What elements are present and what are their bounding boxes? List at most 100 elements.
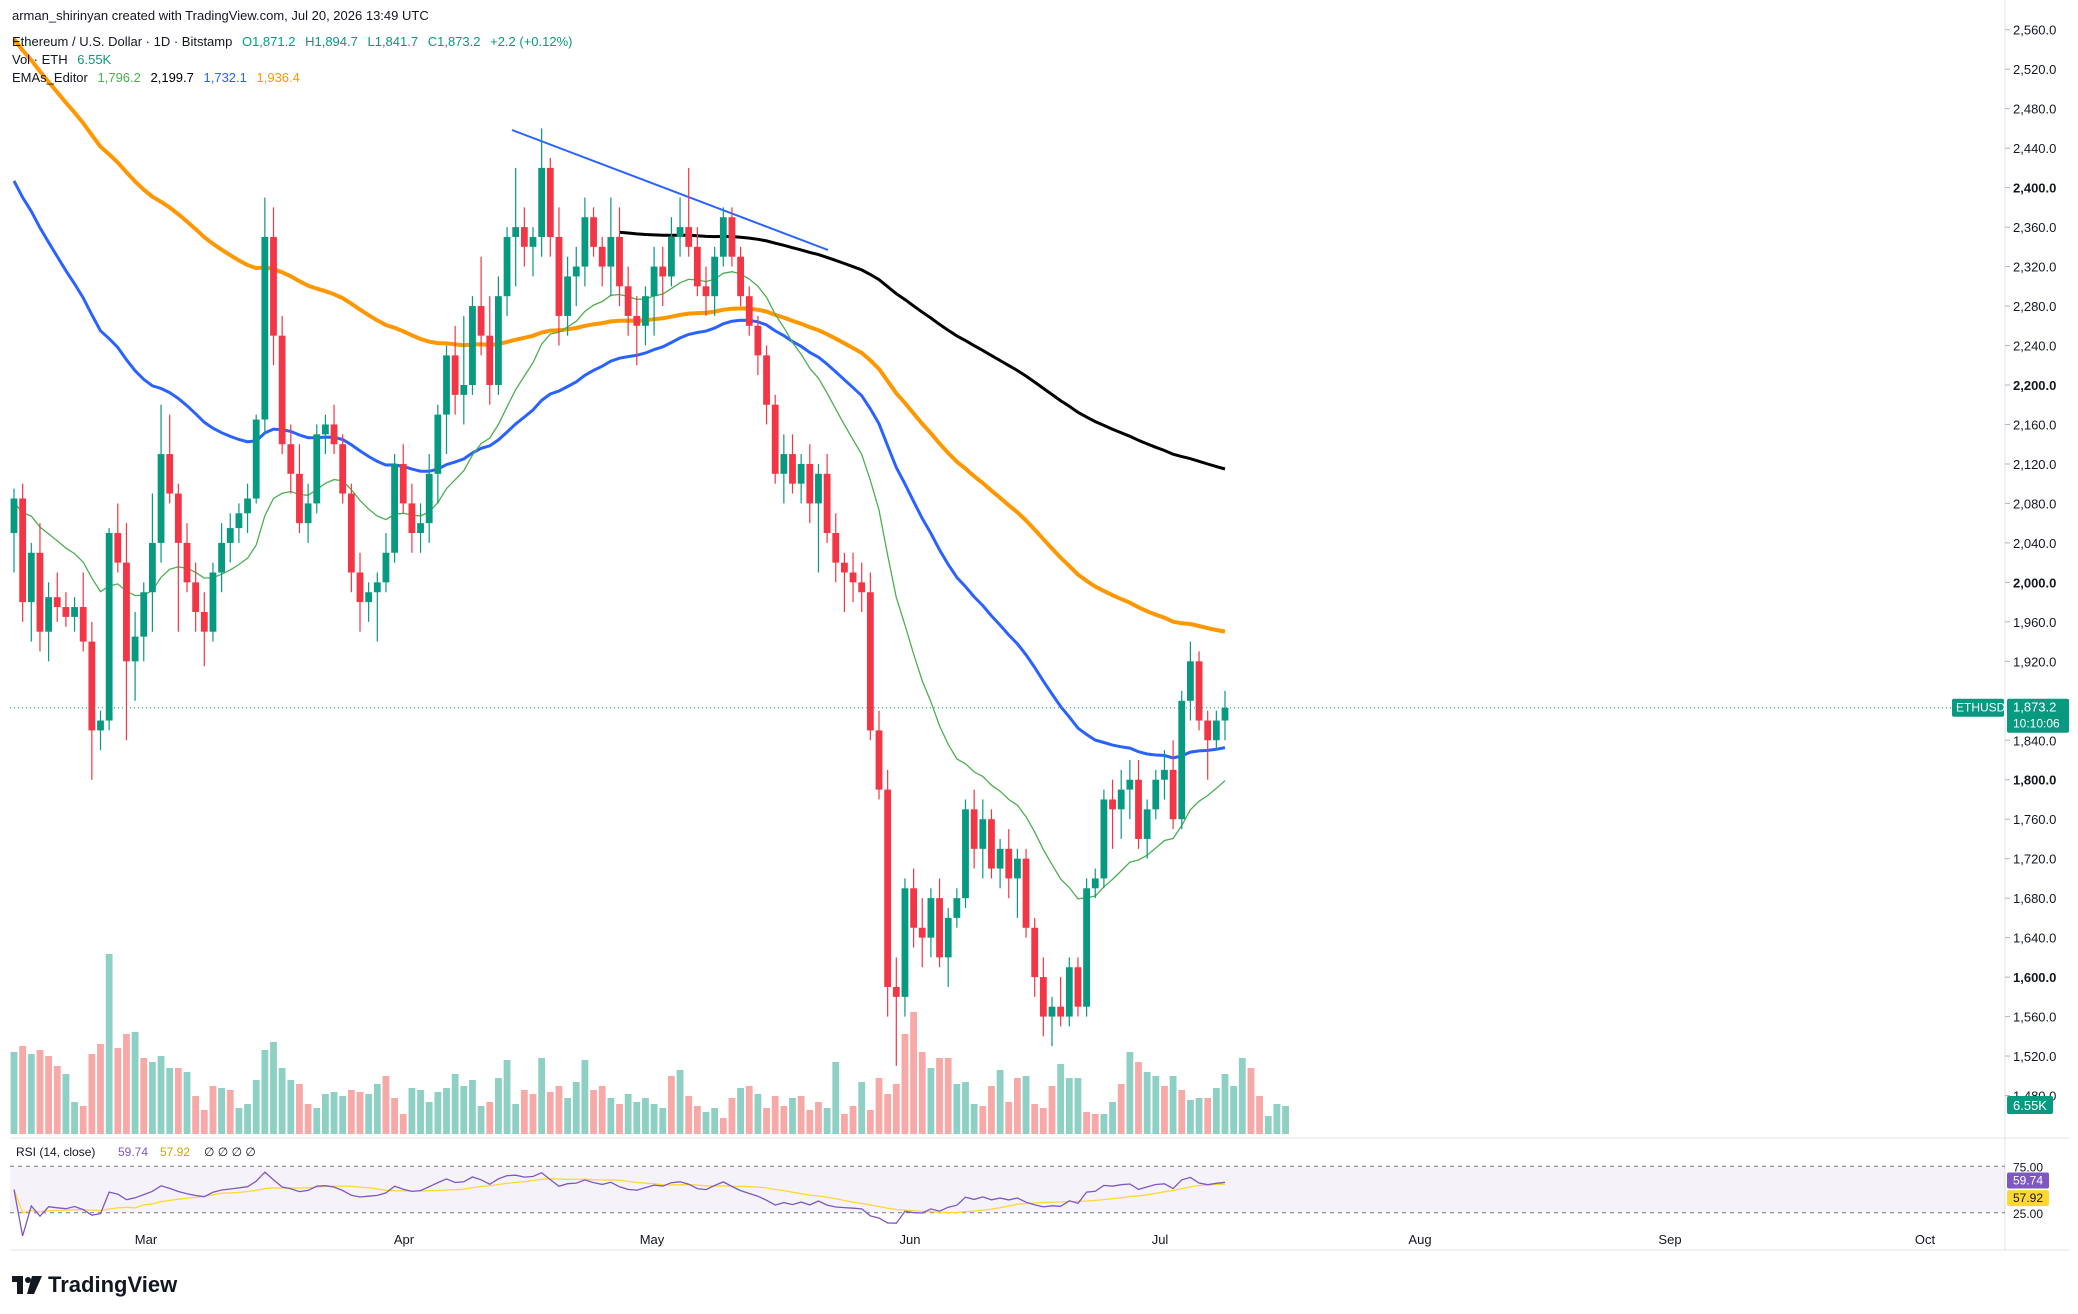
volume-bar bbox=[806, 1110, 814, 1134]
candle-body bbox=[1048, 1006, 1056, 1017]
candle-body bbox=[235, 513, 243, 529]
candle-body bbox=[1117, 789, 1125, 810]
volume-bar bbox=[927, 1068, 935, 1134]
volume-bar bbox=[581, 1060, 589, 1134]
main-legend[interactable]: Ethereum / U.S. Dollar · 1D · Bitstamp O… bbox=[12, 34, 579, 49]
volume-bar bbox=[382, 1076, 390, 1134]
candle-body bbox=[512, 227, 520, 237]
candle-body bbox=[252, 419, 260, 499]
volume-bar bbox=[1238, 1058, 1246, 1134]
candle-body bbox=[719, 217, 727, 257]
volume-bar bbox=[218, 1088, 225, 1134]
volume-bar bbox=[953, 1084, 961, 1134]
volume-bar bbox=[200, 1110, 208, 1134]
volume-bar bbox=[1005, 1102, 1013, 1134]
volume-bar bbox=[244, 1104, 251, 1134]
price-tick-label: 1,920.0 bbox=[2013, 654, 2056, 669]
rsi-ma-tag-value: 57.92 bbox=[2013, 1191, 2043, 1205]
candle-body bbox=[365, 592, 373, 603]
volume-bar bbox=[252, 1080, 260, 1134]
volume-bar bbox=[1169, 1076, 1177, 1134]
candle-body bbox=[659, 266, 667, 277]
volume-bar bbox=[1273, 1104, 1281, 1134]
rsi-tag-value: 59.74 bbox=[2013, 1173, 2043, 1187]
volume-bar bbox=[1152, 1076, 1160, 1134]
candle-body bbox=[322, 424, 329, 435]
price-tick-label: 2,520.0 bbox=[2013, 62, 2056, 77]
candle-body bbox=[737, 256, 744, 297]
candle-body bbox=[27, 552, 35, 603]
candle-body bbox=[123, 562, 130, 662]
candle-body bbox=[477, 306, 485, 336]
candle-body bbox=[841, 562, 848, 573]
volume-bar bbox=[460, 1086, 468, 1134]
tradingview-logo[interactable]: TradingView bbox=[12, 1272, 177, 1298]
candle-body bbox=[616, 236, 623, 287]
price-tick-label: 2,040.0 bbox=[2013, 536, 2056, 551]
candle-body bbox=[1074, 967, 1082, 1007]
time-tick-label: May bbox=[640, 1232, 665, 1247]
volume-bar bbox=[650, 1104, 658, 1134]
candle-body bbox=[598, 246, 606, 267]
volume-bar bbox=[425, 1102, 433, 1134]
candle-body bbox=[503, 236, 511, 297]
volume-bar bbox=[910, 1012, 917, 1134]
candle-body bbox=[538, 167, 546, 237]
volume-bar bbox=[1195, 1098, 1203, 1134]
candle-body bbox=[434, 414, 442, 474]
tradingview-logo-icon bbox=[12, 1276, 42, 1294]
candle-body bbox=[287, 444, 295, 474]
volume-bar bbox=[884, 1094, 892, 1134]
candle-body bbox=[745, 296, 753, 326]
volume-value: 6.55K bbox=[77, 52, 112, 67]
volume-bar bbox=[417, 1090, 424, 1134]
candle-body bbox=[1169, 769, 1177, 820]
volume-bar bbox=[745, 1086, 753, 1134]
volume-bar bbox=[1204, 1098, 1212, 1134]
volume-bar bbox=[339, 1096, 347, 1134]
candle-body bbox=[140, 592, 148, 637]
candle-body bbox=[953, 898, 961, 918]
volume-bar bbox=[174, 1068, 182, 1134]
candle-body bbox=[71, 607, 78, 617]
brand-name: TradingView bbox=[48, 1272, 178, 1297]
candle-body bbox=[555, 236, 563, 316]
ema-legend[interactable]: EMAs_Editor 1,796.2 2,199.7 1,732.1 1,93… bbox=[12, 70, 306, 85]
volume-bar bbox=[512, 1104, 520, 1134]
price-tick-label: 2,240.0 bbox=[2013, 339, 2056, 354]
volume-bar bbox=[1264, 1116, 1272, 1134]
volume-bar bbox=[88, 1054, 96, 1134]
volume-bar bbox=[728, 1098, 736, 1134]
volume-legend[interactable]: Vol · ETH 6.55K bbox=[12, 52, 117, 67]
volume-bar bbox=[486, 1102, 494, 1134]
volume-bar bbox=[529, 1094, 537, 1134]
volume-bar bbox=[1083, 1112, 1090, 1134]
candle-body bbox=[339, 444, 347, 494]
candle-body bbox=[296, 473, 303, 524]
volume-bar bbox=[832, 1062, 840, 1134]
volume-bar bbox=[408, 1088, 416, 1134]
volume-bar bbox=[979, 1106, 987, 1134]
volume-bar bbox=[789, 1098, 796, 1134]
candle-body bbox=[166, 454, 174, 494]
volume-bar bbox=[1057, 1064, 1065, 1134]
volume-bar bbox=[373, 1084, 381, 1134]
candle-body bbox=[330, 424, 338, 445]
candle-body bbox=[62, 607, 70, 617]
trendline-layer[interactable] bbox=[511, 129, 829, 251]
last-price-countdown: 10:10:06 bbox=[2013, 717, 2060, 731]
candle-body bbox=[763, 355, 770, 405]
volume-bar bbox=[1048, 1086, 1056, 1134]
rsi-level-label: 25.00 bbox=[2013, 1207, 2043, 1221]
candle-body bbox=[970, 809, 978, 849]
candle-body bbox=[244, 498, 251, 514]
candle-body bbox=[875, 730, 883, 790]
volume-bar bbox=[149, 1062, 156, 1134]
candle-body bbox=[849, 572, 857, 583]
last-price-tag-bg bbox=[2007, 698, 2069, 733]
ohlc-low: L1,841.7 bbox=[367, 34, 419, 49]
price-tick-label: 1,560.0 bbox=[2013, 1010, 2056, 1025]
ohlc-open: O1,871.2 bbox=[241, 34, 296, 49]
volume-bar bbox=[278, 1068, 286, 1134]
